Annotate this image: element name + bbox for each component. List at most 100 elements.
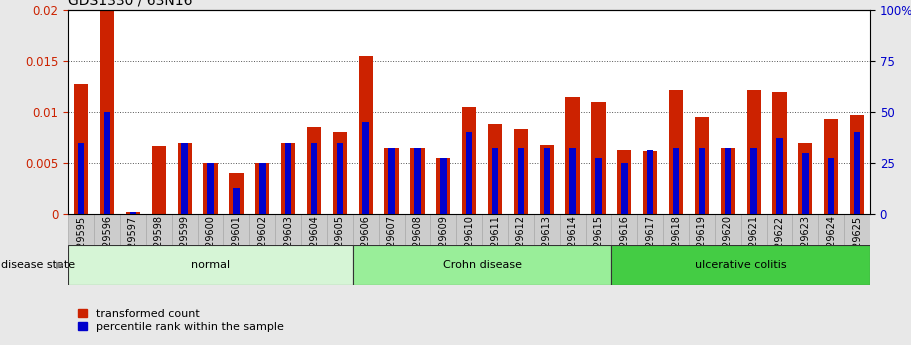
Text: GSM29600: GSM29600 (206, 215, 216, 268)
Bar (647, 150, 653, 214)
Text: Crohn disease: Crohn disease (443, 260, 522, 270)
Bar (462, 107, 476, 214)
Bar (68, 245, 353, 285)
Bar (436, 158, 450, 214)
Bar (586, 214, 611, 245)
Text: GSM29603: GSM29603 (283, 215, 293, 268)
Bar (311, 143, 317, 214)
Text: GSM29624: GSM29624 (826, 215, 836, 268)
Bar (255, 163, 270, 214)
Bar (410, 148, 425, 214)
Bar (281, 143, 295, 214)
Bar (181, 143, 188, 214)
Bar (591, 102, 606, 214)
Bar (384, 148, 399, 214)
Text: GSM29622: GSM29622 (774, 215, 784, 268)
Text: GSM29625: GSM29625 (852, 215, 862, 268)
Bar (430, 214, 456, 245)
Bar (828, 158, 834, 214)
Bar (440, 158, 446, 214)
Bar (126, 212, 140, 214)
Text: GSM29598: GSM29598 (154, 215, 164, 268)
Text: GSM29602: GSM29602 (257, 215, 267, 268)
Text: GSM29614: GSM29614 (568, 215, 578, 268)
Bar (404, 214, 430, 245)
Text: GSM29609: GSM29609 (438, 215, 448, 268)
Text: GSM29605: GSM29605 (335, 215, 345, 268)
Bar (793, 214, 818, 245)
Bar (824, 119, 838, 214)
Bar (285, 143, 292, 214)
Bar (638, 214, 663, 245)
Bar (233, 188, 240, 214)
Legend: transformed count, percentile rank within the sample: transformed count, percentile rank withi… (74, 304, 289, 336)
Text: disease state: disease state (1, 260, 75, 270)
Bar (776, 138, 783, 214)
Bar (94, 214, 120, 245)
Bar (663, 214, 689, 245)
Bar (850, 115, 865, 214)
Text: GSM29607: GSM29607 (386, 215, 396, 268)
Bar (751, 148, 757, 214)
Bar (621, 163, 628, 214)
Bar (643, 151, 658, 214)
Bar (539, 145, 554, 214)
Bar (104, 112, 110, 214)
Bar (337, 143, 343, 214)
Text: GSM29621: GSM29621 (749, 215, 759, 268)
Bar (74, 83, 88, 214)
Bar (307, 127, 321, 214)
Bar (379, 214, 404, 245)
Text: GSM29596: GSM29596 (102, 215, 112, 268)
Bar (208, 163, 214, 214)
Bar (359, 56, 373, 214)
Text: GSM29612: GSM29612 (516, 215, 526, 268)
Bar (203, 163, 218, 214)
Text: GSM29620: GSM29620 (722, 215, 732, 268)
Bar (198, 214, 223, 245)
Text: GSM29619: GSM29619 (697, 215, 707, 268)
Bar (353, 245, 611, 285)
Bar (466, 132, 473, 214)
Bar (388, 148, 394, 214)
Text: GSM29613: GSM29613 (542, 215, 552, 268)
Text: GSM29617: GSM29617 (645, 215, 655, 268)
Bar (333, 132, 347, 214)
Bar (724, 148, 731, 214)
Bar (715, 214, 741, 245)
Bar (152, 146, 166, 214)
Text: GSM29604: GSM29604 (309, 215, 319, 268)
Text: GSM29599: GSM29599 (179, 215, 189, 268)
Bar (802, 153, 809, 214)
Bar (492, 148, 498, 214)
Bar (259, 163, 265, 214)
Bar (250, 214, 275, 245)
Bar (68, 214, 94, 245)
Text: ▶: ▶ (56, 260, 64, 270)
Text: GSM29610: GSM29610 (465, 215, 474, 268)
Bar (766, 214, 793, 245)
Bar (146, 214, 172, 245)
Bar (415, 148, 421, 214)
Text: normal: normal (191, 260, 230, 270)
Text: GSM29606: GSM29606 (361, 215, 371, 268)
Text: GSM29601: GSM29601 (231, 215, 241, 268)
Bar (695, 117, 709, 214)
Text: GDS1330 / 63N16: GDS1330 / 63N16 (68, 0, 193, 8)
Bar (595, 158, 601, 214)
Bar (327, 214, 353, 245)
Bar (120, 214, 146, 245)
Text: GSM29608: GSM29608 (413, 215, 423, 268)
Text: GSM29616: GSM29616 (619, 215, 630, 268)
Bar (100, 10, 114, 214)
Text: GSM29611: GSM29611 (490, 215, 500, 268)
Bar (363, 122, 369, 214)
Text: GSM29597: GSM29597 (128, 215, 138, 268)
Bar (669, 90, 683, 214)
Bar (129, 212, 137, 214)
Bar (517, 148, 524, 214)
Bar (482, 214, 508, 245)
Bar (673, 148, 680, 214)
Bar (618, 150, 631, 214)
Bar (178, 143, 192, 214)
